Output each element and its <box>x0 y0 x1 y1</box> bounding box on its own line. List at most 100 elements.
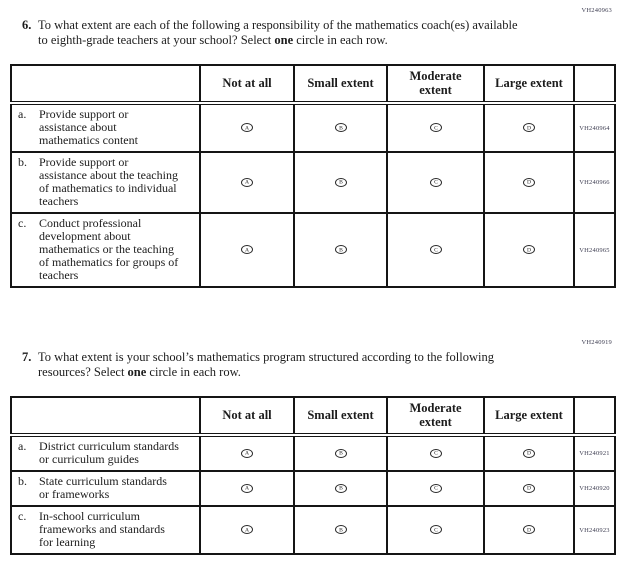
bubble-letter: C <box>433 449 438 457</box>
option-cell: A <box>199 102 295 153</box>
option-cell: B <box>293 102 388 153</box>
table-row: c. Conduct professional development about… <box>10 212 616 288</box>
question-number: 7. <box>22 350 32 364</box>
table-body: a. Provide support or assistance about ma… <box>10 102 616 288</box>
option-cell: A <box>199 212 295 288</box>
row-label-cell: b. State curriculum standards or framewor… <box>10 470 201 507</box>
bubble-letter: A <box>244 449 250 457</box>
table-row: b. State curriculum standards or framewor… <box>10 470 616 507</box>
column-header: Small extent <box>293 396 388 437</box>
table-body: a. District curriculum standards or curri… <box>10 434 616 555</box>
response-bubble[interactable]: B <box>334 525 347 534</box>
response-bubble[interactable]: A <box>241 448 253 458</box>
table-row: c. In-school curriculum frameworks and st… <box>10 505 616 555</box>
bubble-letter: B <box>338 526 343 533</box>
row-code: VH240966 <box>573 151 616 214</box>
response-bubble[interactable]: C <box>429 245 442 254</box>
code-column-header <box>573 64 616 105</box>
question-prompt: 7. To what extent is your school’s mathe… <box>22 350 623 379</box>
table-row: b. Provide support or assistance about th… <box>10 151 616 214</box>
response-bubble[interactable]: A <box>241 123 253 132</box>
response-bubble[interactable]: D <box>523 177 535 187</box>
response-bubble[interactable]: B <box>334 245 347 254</box>
bubble-letter: B <box>338 178 343 186</box>
option-cell: C <box>386 505 485 555</box>
response-bubble[interactable]: D <box>523 123 535 132</box>
bubble-letter: B <box>338 449 343 457</box>
row-label: State curriculum standards or frameworks <box>39 474 167 501</box>
option-cell: A <box>199 470 295 507</box>
response-bubble[interactable]: A <box>241 525 253 534</box>
option-cell: D <box>483 470 575 507</box>
bubble-letter: D <box>526 246 532 253</box>
option-cell: C <box>386 151 485 214</box>
question-text-end: circle in each row. <box>146 364 241 379</box>
response-bubble[interactable]: A <box>241 483 253 493</box>
question-text-start: To what extent are each of the following… <box>38 18 518 47</box>
bubble-letter: C <box>433 484 438 492</box>
row-label-cell: a. District curriculum standards or curri… <box>10 434 201 472</box>
bubble-letter: A <box>244 246 250 253</box>
row-letter: b. <box>18 474 27 488</box>
bubble-letter: C <box>433 526 438 533</box>
bubble-letter: B <box>338 124 343 131</box>
row-letter: a. <box>18 439 27 453</box>
response-bubble[interactable]: D <box>523 483 535 493</box>
option-cell: D <box>483 102 575 153</box>
option-cell: B <box>293 151 388 214</box>
question-text-bold: one <box>274 32 294 47</box>
option-cell: C <box>386 434 485 472</box>
row-label-cell: a. Provide support or assistance about ma… <box>10 102 201 153</box>
bubble-letter: C <box>433 246 438 253</box>
column-header: Small extent <box>293 64 388 105</box>
response-bubble[interactable]: A <box>241 177 253 187</box>
bubble-letter: A <box>244 124 250 131</box>
row-letter: a. <box>18 107 27 121</box>
bubble-letter: A <box>244 484 250 492</box>
bubble-letter: B <box>338 484 343 492</box>
response-bubble[interactable]: C <box>429 483 442 493</box>
bubble-letter: D <box>526 449 532 457</box>
response-bubble[interactable]: D <box>523 448 535 458</box>
option-cell: B <box>293 505 388 555</box>
row-code: VH240920 <box>573 470 616 507</box>
header-row: Not at all Small extent Moderate extent Lar… <box>10 64 616 105</box>
response-bubble[interactable]: B <box>334 123 347 132</box>
row-letter: b. <box>18 155 27 169</box>
response-bubble[interactable]: D <box>523 525 535 534</box>
column-header: Not at all <box>199 64 295 105</box>
bubble-letter: C <box>433 178 438 186</box>
header-row: Not at all Small extent Moderate extent Lar… <box>10 396 616 437</box>
bubble-letter: A <box>244 526 250 533</box>
response-bubble[interactable]: C <box>429 177 442 187</box>
row-code: VH240923 <box>573 505 616 555</box>
row-label: Provide support or assistance about math… <box>39 107 138 147</box>
column-header: Moderate extent <box>386 64 485 105</box>
question-section: VH240919 7. To what extent is your schoo… <box>0 338 623 555</box>
response-bubble[interactable]: D <box>523 245 535 254</box>
row-label: Conduct professional development about m… <box>39 216 179 282</box>
question-text-end: circle in each row. <box>293 32 388 47</box>
option-cell: B <box>293 434 388 472</box>
response-bubble[interactable]: A <box>241 245 253 254</box>
option-cell: D <box>483 151 575 214</box>
response-bubble[interactable]: C <box>429 525 442 534</box>
row-code: VH240965 <box>573 212 616 288</box>
column-header: Not at all <box>199 396 295 437</box>
response-bubble[interactable]: B <box>334 177 347 187</box>
code-column-header <box>573 396 616 437</box>
response-bubble[interactable]: B <box>334 483 347 493</box>
table-row: a. Provide support or assistance about ma… <box>10 102 616 153</box>
option-cell: C <box>386 470 485 507</box>
question-text-start: To what extent is your school’s mathemat… <box>38 350 494 379</box>
question-prompt: 6. To what extent are each of the follow… <box>22 18 623 47</box>
response-bubble[interactable]: B <box>334 448 347 458</box>
response-bubble[interactable]: C <box>429 123 442 132</box>
question-text: To what extent is your school’s mathemat… <box>38 350 526 379</box>
question-section: VH240963 6. To what extent are each of t… <box>0 6 623 288</box>
option-cell: D <box>483 505 575 555</box>
option-cell: A <box>199 151 295 214</box>
question-number: 6. <box>22 18 32 32</box>
response-bubble[interactable]: C <box>429 448 442 458</box>
column-header: Large extent <box>483 64 575 105</box>
